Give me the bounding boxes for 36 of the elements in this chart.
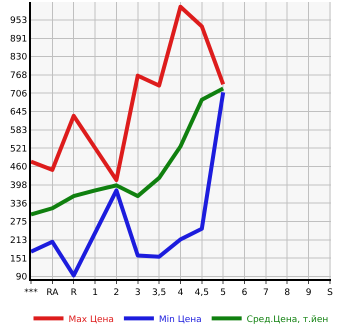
x-tick-label: R bbox=[70, 288, 77, 298]
y-tick-label: 891 bbox=[10, 34, 28, 44]
y-tick-label: 768 bbox=[10, 70, 28, 81]
y-tick-label: 830 bbox=[10, 52, 28, 63]
x-tick-label: 7 bbox=[263, 288, 269, 298]
y-tick-label: 953 bbox=[10, 16, 28, 26]
y-tick-label: 706 bbox=[10, 89, 28, 100]
x-tick-label: S bbox=[327, 288, 334, 298]
line-series bbox=[31, 90, 226, 278]
x-tick-label: 9 bbox=[306, 288, 312, 298]
y-tick-label: 275 bbox=[10, 217, 28, 228]
x-tick-label: 4 bbox=[178, 288, 184, 298]
x-tick-label: 4,5 bbox=[194, 288, 209, 298]
y-tick-label: 583 bbox=[10, 126, 28, 136]
line-series bbox=[31, 86, 226, 217]
x-tick-label: RA bbox=[46, 288, 60, 298]
x-tick-label: 3,5 bbox=[152, 288, 166, 298]
legend-label: Сред.Цена, т.йен bbox=[246, 314, 328, 325]
x-tick-label: 2 bbox=[114, 288, 120, 298]
legend-label: Min Цена bbox=[158, 314, 202, 325]
y-tick-label: 521 bbox=[10, 144, 28, 154]
line-series bbox=[31, 4, 226, 182]
x-tick-label: 5 bbox=[220, 288, 226, 298]
y-tick-label: 645 bbox=[10, 108, 28, 118]
y-tick-label: 151 bbox=[10, 254, 28, 264]
x-tick-label: 6 bbox=[242, 288, 248, 298]
legend-label: Max Цена bbox=[68, 314, 114, 325]
y-tick-label: 460 bbox=[10, 162, 28, 173]
x-tick-label: 1 bbox=[92, 288, 98, 298]
x-tick-label: *** bbox=[24, 288, 38, 298]
x-tick-label: 8 bbox=[284, 288, 290, 298]
x-tick-label: 3 bbox=[134, 288, 141, 298]
y-tick-label: 90 bbox=[16, 272, 28, 282]
y-tick-label: 213 bbox=[10, 236, 28, 246]
y-tick-label: 398 bbox=[10, 180, 28, 191]
y-tick-label: 336 bbox=[10, 199, 28, 210]
